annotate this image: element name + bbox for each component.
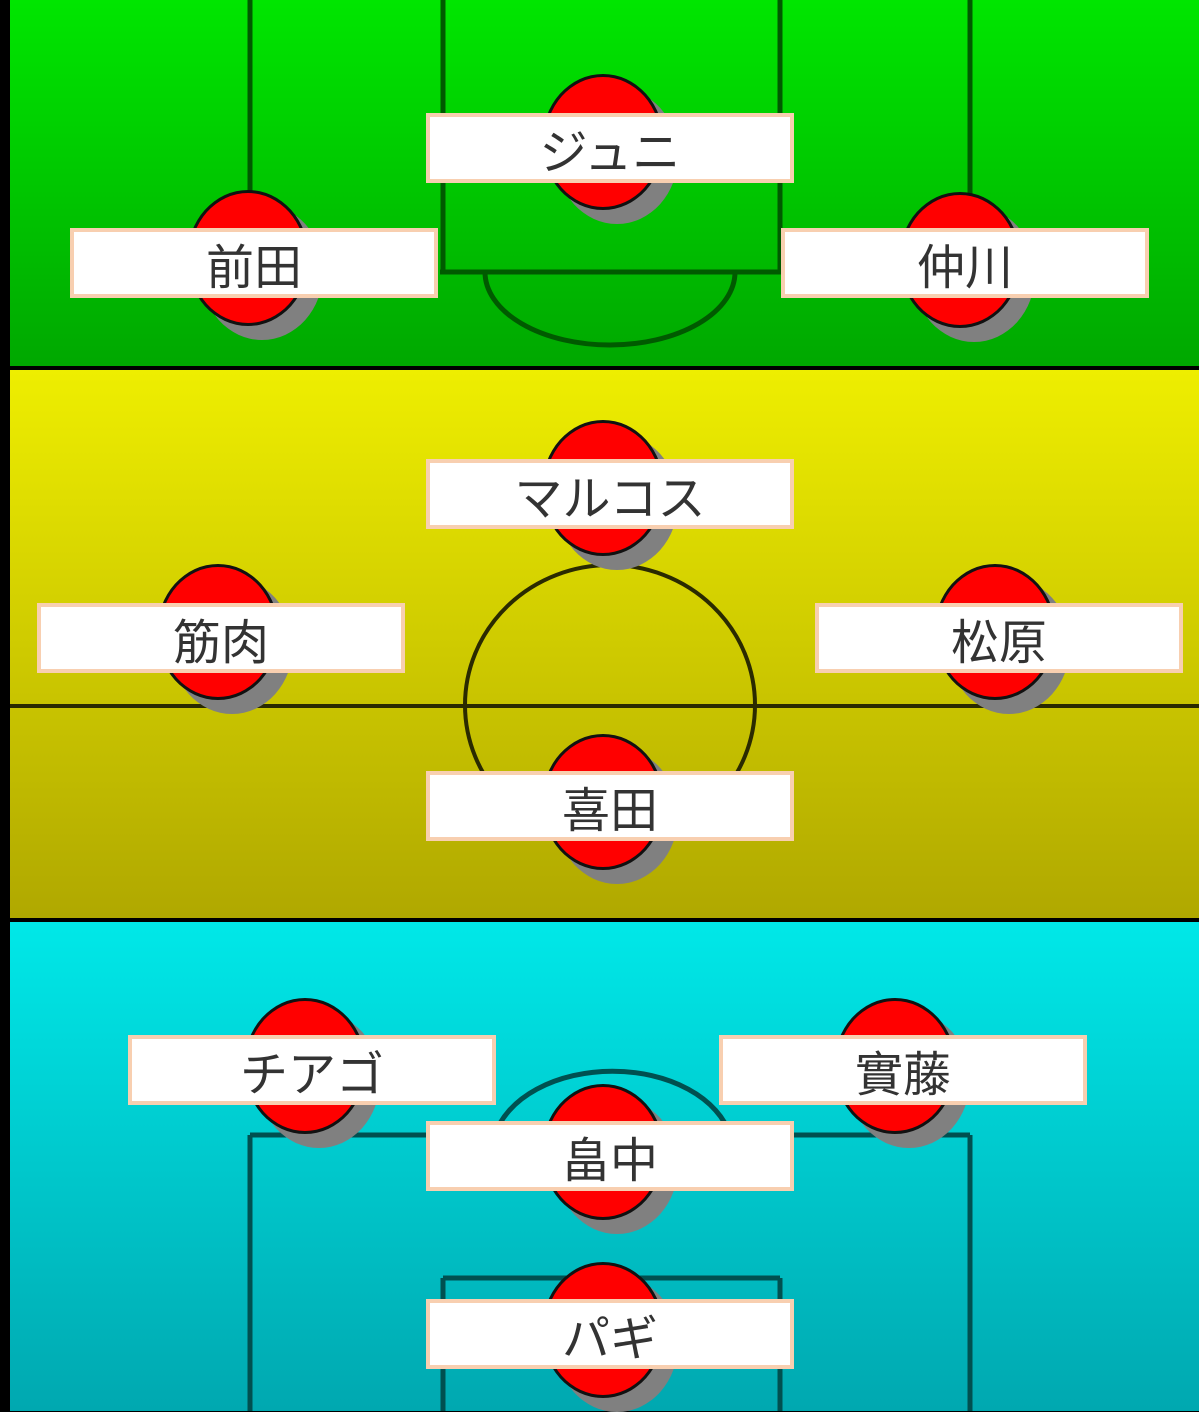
player-name-label: パギ bbox=[426, 1299, 794, 1369]
player-name-label: 仲川 bbox=[781, 228, 1149, 298]
player-name-label: ジュニ bbox=[426, 113, 794, 183]
player-name-label: 畠中 bbox=[426, 1121, 794, 1191]
player-name-label: チアゴ bbox=[128, 1035, 496, 1105]
player-name-label: マルコス bbox=[426, 459, 794, 529]
player-name-label: 筋肉 bbox=[37, 603, 405, 673]
player-name-label: 松原 bbox=[815, 603, 1183, 673]
player-name-label: 喜田 bbox=[426, 771, 794, 841]
player-name-label: 前田 bbox=[70, 228, 438, 298]
player-name-label: 實藤 bbox=[719, 1035, 1087, 1105]
